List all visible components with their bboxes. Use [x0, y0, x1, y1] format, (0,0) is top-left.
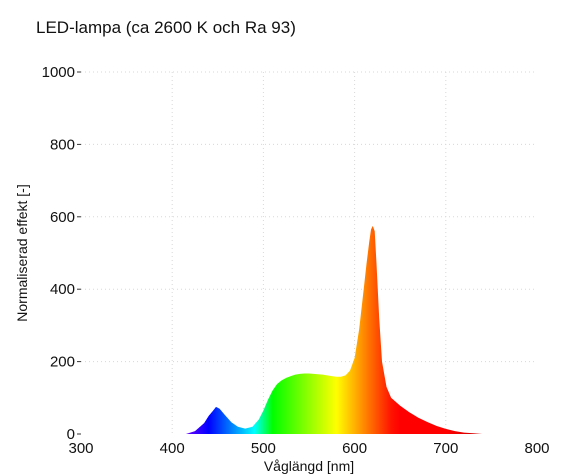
chart-title: LED-lampa (ca 2600 K och Ra 93) — [36, 18, 296, 37]
x-axis-label: Våglängd [nm] — [264, 458, 354, 474]
grid — [81, 71, 537, 434]
y-tick-label: 600 — [50, 209, 75, 226]
x-tick-label: 400 — [160, 440, 185, 457]
spectrum-series — [185, 225, 483, 434]
y-tick-label: 1000 — [42, 64, 75, 81]
x-tick-label: 500 — [251, 440, 276, 457]
y-axis-label: Normaliserad effekt [-] — [14, 184, 30, 321]
y-tick-label: 800 — [50, 136, 75, 153]
x-tick-label: 700 — [433, 440, 458, 457]
x-tick-label: 800 — [524, 440, 549, 457]
x-tick-label: 300 — [68, 440, 93, 457]
x-tick-label: 600 — [342, 440, 367, 457]
y-tick-label: 400 — [50, 281, 75, 298]
axes: 0 200 400 600 800 1000 300 400 500 600 700 800 — [42, 64, 550, 457]
spectrum-area — [185, 225, 483, 434]
y-tick-label: 200 — [50, 354, 75, 371]
y-tick-label: 0 — [67, 426, 75, 443]
